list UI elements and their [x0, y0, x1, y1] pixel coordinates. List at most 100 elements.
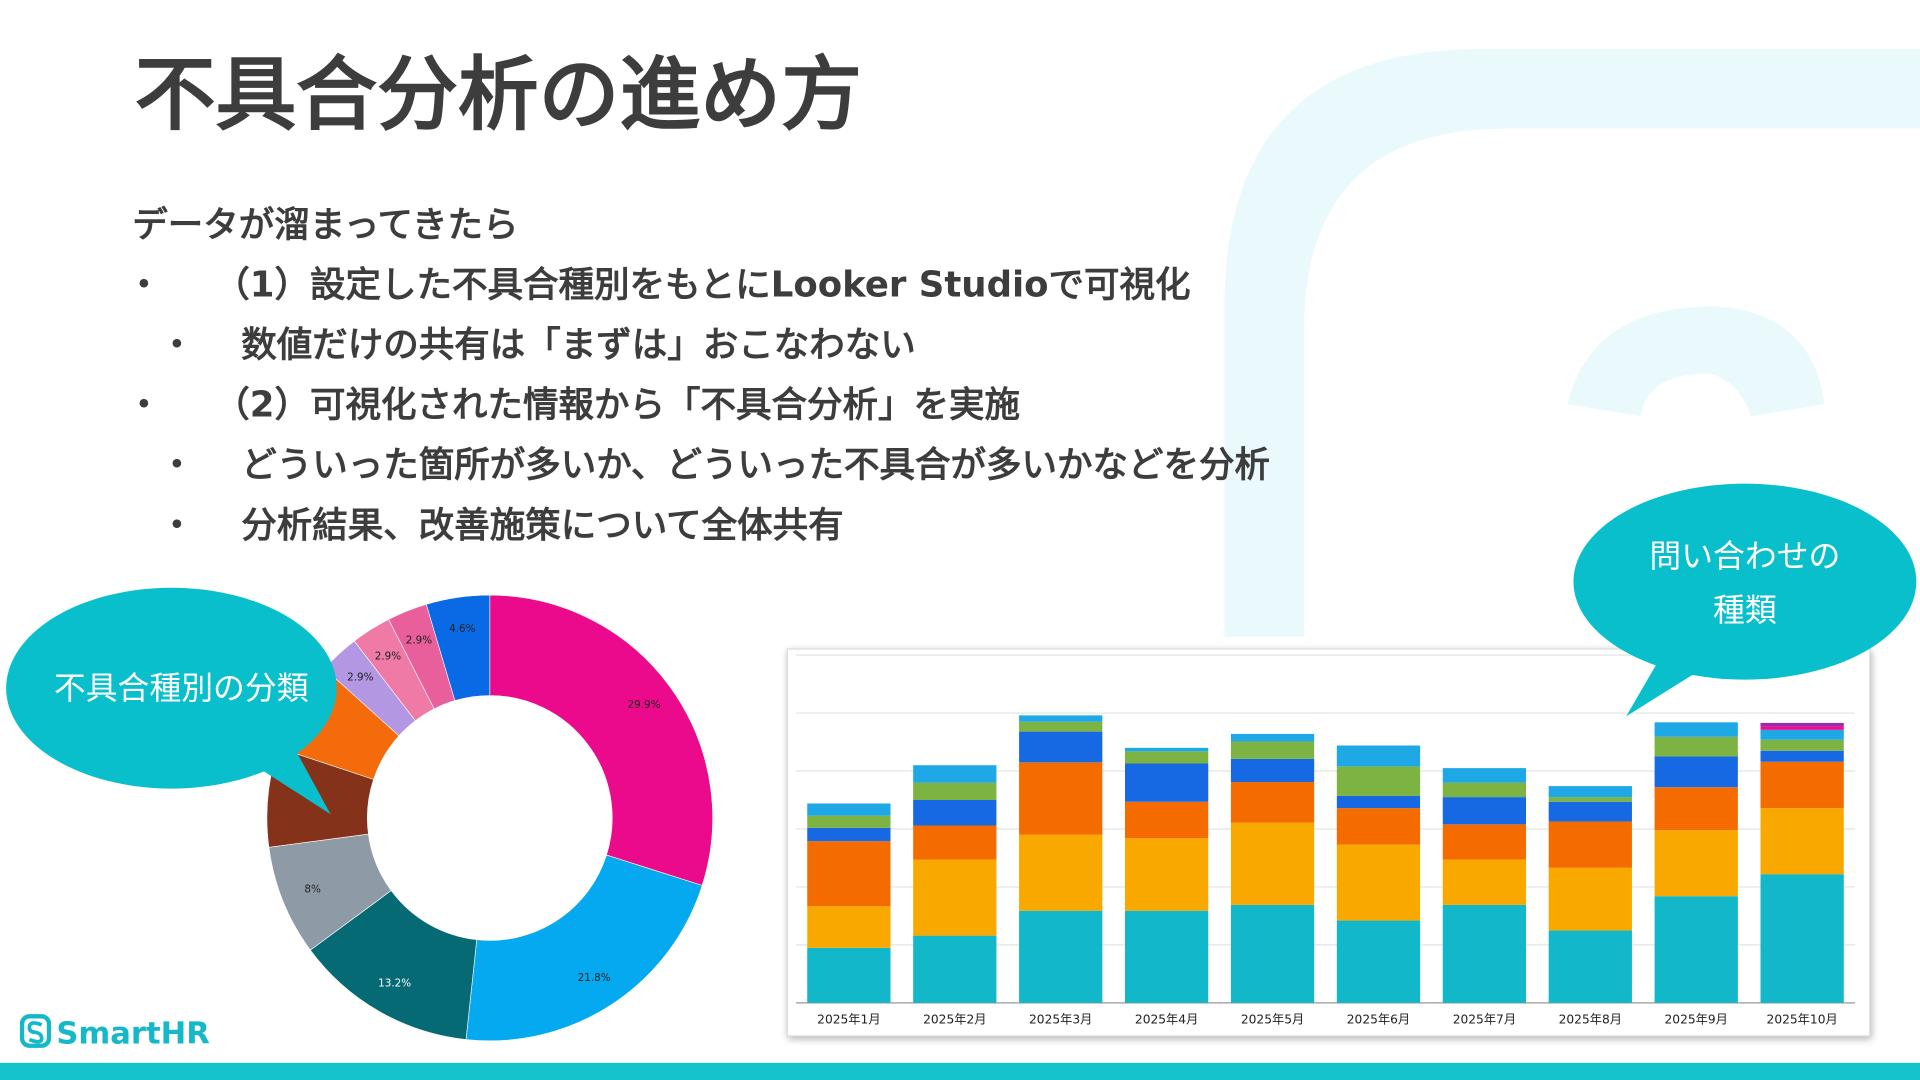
bar-segment	[807, 803, 891, 816]
bar-segment	[1548, 797, 1632, 802]
title: 不具合分析の進め方	[135, 48, 862, 142]
bar-segment	[1125, 747, 1209, 752]
bar-segment	[913, 800, 997, 826]
bar-segment	[1654, 896, 1738, 1003]
x-tick-label: 2025年9月	[1665, 1013, 1728, 1027]
bar-segment	[1654, 722, 1738, 737]
bar-segment	[913, 765, 997, 783]
bar-segment	[1336, 844, 1421, 921]
x-tick-label: 2025年10月	[1767, 1013, 1838, 1027]
bar-segment	[1230, 741, 1315, 759]
bar-segment	[807, 841, 891, 907]
donut-segment	[465, 854, 703, 1042]
bullet-text: どういった箇所が多いか、どういった不具合が多いかなどを分析	[241, 445, 1270, 486]
data-label: 29.9%	[627, 699, 660, 711]
bar-segment	[1442, 904, 1527, 1003]
bar-segment	[1019, 910, 1103, 1003]
bar-segment	[1760, 729, 1844, 740]
intro: データが溜まってきたら	[132, 204, 518, 245]
bar-segment	[1125, 801, 1209, 839]
bar-segment	[1230, 782, 1315, 823]
logo: SmartHR	[56, 1016, 210, 1051]
bullet-text: （2）可視化された情報から「不具合分析」を実施	[214, 385, 1020, 426]
bar-segment	[1760, 726, 1844, 730]
bar-segment	[1654, 830, 1738, 897]
donut-chart: 29.9%21.8%13.2%8%2.9%2.9%2.9%4.6%	[266, 594, 713, 1042]
bar-segment	[1336, 766, 1421, 796]
callout	[1573, 483, 1917, 680]
bar-segment	[1336, 745, 1421, 767]
bar-segment	[1125, 751, 1209, 764]
bar-chart: 2025年1月 2025年2月 2025年3月 2025年4月 2025年5月 2025年…	[795, 654, 1856, 1027]
bar-segment	[1548, 786, 1632, 798]
bar-segment	[1760, 761, 1844, 809]
bar-segment	[1760, 722, 1844, 727]
bar-segment	[1548, 801, 1632, 822]
bar-segment	[913, 825, 997, 860]
bar-segment	[1019, 762, 1103, 835]
donut-segment	[425, 594, 491, 701]
bar-segment	[1442, 797, 1527, 825]
bar-segment	[1442, 859, 1527, 905]
bar-segment	[807, 906, 891, 948]
bg-shape	[1567, 306, 1825, 417]
bar-segment	[1019, 721, 1103, 732]
callout-text: 種類	[1713, 591, 1777, 629]
bar-segment	[807, 815, 891, 828]
bar-segment	[913, 782, 997, 801]
data-label: 4.6%	[449, 623, 476, 635]
bar-segment	[1019, 715, 1103, 722]
bar-segment	[913, 935, 997, 1003]
bullet-text: 分析結果、改善施策について全体共有	[241, 505, 843, 546]
bar-segment	[1336, 808, 1421, 845]
x-tick-label: 2025年6月	[1347, 1013, 1410, 1027]
bar-segment	[807, 827, 891, 842]
bar-segment	[1336, 795, 1421, 809]
data-label: 2.9%	[375, 650, 402, 662]
bar-segment	[1654, 787, 1738, 831]
bar-segment	[1442, 782, 1527, 798]
bar-segment	[1019, 731, 1103, 763]
bar-segment	[1654, 756, 1738, 788]
bullet-marker: ・	[159, 505, 195, 546]
x-tick-label: 2025年5月	[1241, 1013, 1304, 1027]
bar-segment	[1548, 867, 1632, 931]
callout-text: 問い合わせの	[1649, 537, 1840, 575]
bullet-text: 数値だけの共有は「まずは」おこなわない	[241, 324, 916, 365]
bg-shape	[1224, 48, 1920, 637]
bar-segment	[1125, 838, 1209, 911]
bullet-marker: ・	[159, 445, 195, 486]
bar-segment	[1442, 768, 1527, 783]
bar-segment	[1230, 758, 1315, 783]
bar-segment	[1019, 834, 1103, 911]
data-label: 2.9%	[347, 671, 374, 683]
bar-segment	[1654, 736, 1738, 757]
bar-segment	[1230, 733, 1315, 742]
bar-segment	[1760, 739, 1844, 751]
bar-segment	[1760, 750, 1844, 762]
logo-icon	[19, 1014, 52, 1048]
x-tick-label: 2025年1月	[817, 1013, 880, 1027]
bar-segment	[807, 947, 891, 1003]
bullets: ・ （1）設定した不具合種別をもとにLooker Studioで可視化・ 数値だけの…	[126, 264, 1270, 545]
x-tick-label: 2025年4月	[1135, 1013, 1198, 1027]
x-tick-label: 2025年8月	[1559, 1013, 1622, 1027]
data-label: 8%	[304, 883, 321, 895]
bullet-text: （1）設定した不具合種別をもとにLooker Studioで可視化	[214, 264, 1190, 305]
logo-icon	[27, 1021, 44, 1044]
bar-segment	[1230, 904, 1315, 1003]
x-tick-label: 2025年7月	[1453, 1013, 1516, 1027]
bar-segment	[1442, 824, 1527, 860]
bar-segment	[1760, 874, 1844, 1003]
bar-segment	[1125, 910, 1209, 1003]
footer-bar	[0, 1062, 1920, 1080]
bar-segment	[1125, 763, 1209, 802]
data-label: 21.8%	[578, 972, 611, 984]
callout-text: 不具合種別の分類	[54, 669, 309, 707]
data-label: 2.9%	[406, 635, 433, 647]
data-label: 13.2%	[378, 978, 411, 990]
donut-segment	[489, 594, 713, 886]
bar-segment	[1230, 822, 1315, 905]
